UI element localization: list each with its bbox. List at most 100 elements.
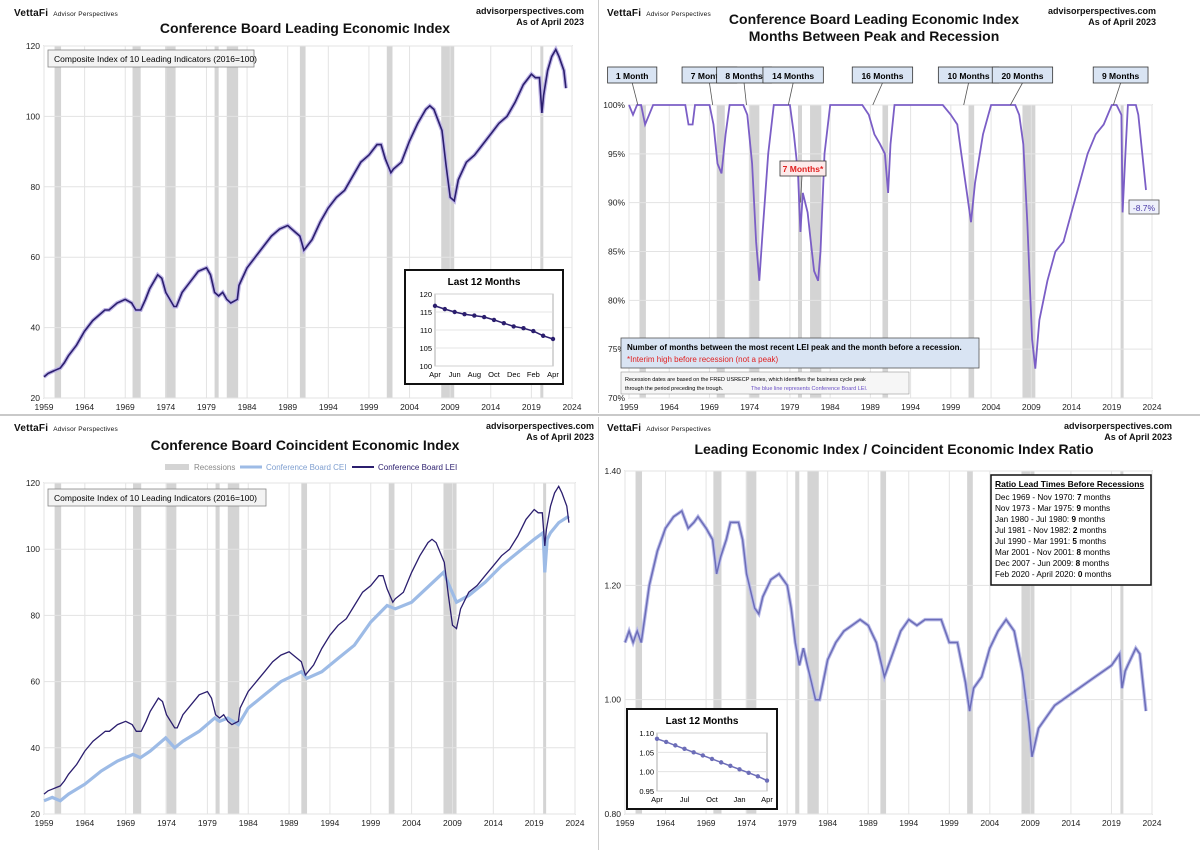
x-tick-label: 1959 xyxy=(616,818,635,828)
cei-line xyxy=(43,514,570,803)
recession-band xyxy=(226,46,239,398)
legend-cei-label: Conference Board CEI xyxy=(266,463,347,472)
x-tick-label: 1989 xyxy=(859,818,878,828)
inset-point xyxy=(700,753,706,758)
recession-band xyxy=(745,471,757,814)
inset-x-tick-label: Dec xyxy=(507,370,521,379)
chart-title: Leading Economic Index / Coincident Econ… xyxy=(694,441,1094,457)
inset-point xyxy=(481,314,487,320)
inset-title: Last 12 Months xyxy=(666,716,739,727)
inset-point xyxy=(550,336,556,342)
inset-point xyxy=(709,756,715,762)
x-tick-label: 2024 xyxy=(1143,402,1162,412)
recession-band xyxy=(795,471,800,814)
peak-label: 20 Months xyxy=(1001,71,1043,81)
recession-band xyxy=(386,46,393,398)
recession-band xyxy=(299,46,306,398)
recession-band xyxy=(165,46,176,398)
inset-point xyxy=(673,743,678,748)
x-tick-label: 2019 xyxy=(1102,402,1121,412)
recession-band xyxy=(132,46,141,398)
inset-x-tick-label: Jun xyxy=(449,370,461,379)
inset-point xyxy=(472,313,477,318)
peak-label-pointer xyxy=(872,82,883,106)
recession-band xyxy=(967,471,973,814)
inset-x-tick-label: Jan xyxy=(733,795,745,804)
site-info: advisorperspectives.com As of April 2023 xyxy=(485,421,594,442)
index-label: Composite Index of 10 Leading Indicators… xyxy=(54,493,257,503)
inset-point xyxy=(746,770,751,776)
y-tick-label: 40 xyxy=(31,743,41,753)
panel-peak-recession: VettaFi Advisor Perspectives advisorpersp… xyxy=(598,0,1200,413)
recession-band xyxy=(54,483,62,814)
x-tick-label: 1989 xyxy=(280,818,299,828)
end-label: -8.7% xyxy=(1133,203,1156,213)
leadtime-row: Feb 2020 - April 2020: 0 months xyxy=(995,570,1112,579)
x-tick-label: 1959 xyxy=(35,402,54,412)
peak-label: 1 Month xyxy=(616,71,649,81)
recession-band xyxy=(215,483,220,814)
y-tick-label: 100 xyxy=(26,111,40,121)
inset-y-tick-label: 120 xyxy=(419,290,432,299)
inset-point xyxy=(442,306,448,312)
x-tick-label: 1994 xyxy=(319,402,338,412)
inset-x-tick-label: Apr xyxy=(761,795,773,804)
inset-point xyxy=(501,320,507,326)
y-tick-label: 75% xyxy=(608,344,625,354)
panel-lei: VettaFi Advisor Perspectives advisorpersp… xyxy=(0,0,600,413)
y-tick-label: 100 xyxy=(26,544,40,554)
brand-logo: VettaFi Advisor Perspectives xyxy=(14,423,118,434)
legend-recession-swatch xyxy=(165,464,189,470)
y-tick-label: 80 xyxy=(31,610,41,620)
index-label-box xyxy=(47,488,267,507)
peak-label-box xyxy=(851,66,914,84)
peak-label-box xyxy=(1092,66,1149,84)
y-tick-label: 1.40 xyxy=(604,466,621,476)
x-tick-label: 2004 xyxy=(980,818,999,828)
x-tick-label: 1964 xyxy=(660,402,679,412)
source-note: The blue line represents Conference Boar… xyxy=(751,386,868,392)
peak-label: 7 Months xyxy=(691,71,729,81)
recession-band xyxy=(807,471,819,814)
x-tick-label: 2009 xyxy=(441,402,460,412)
recession-band xyxy=(388,483,395,814)
y-tick-label: 1.00 xyxy=(604,695,621,705)
leadtime-row: Nov 1973 - Mar 1975: 9 months xyxy=(995,504,1110,513)
note-box xyxy=(620,337,980,369)
recession-band xyxy=(1120,471,1124,814)
x-tick-label: 1989 xyxy=(861,402,880,412)
x-tick-label: 2014 xyxy=(484,818,503,828)
end-label-box xyxy=(1128,199,1160,215)
recession-band xyxy=(214,46,219,398)
x-tick-label: 1979 xyxy=(198,818,217,828)
inset-point xyxy=(491,317,497,323)
recession-band xyxy=(54,46,62,398)
peak-label-box xyxy=(762,66,824,84)
y-tick-label: 0.80 xyxy=(604,809,621,819)
chart-title: Conference Board Coincident Economic Ind… xyxy=(150,437,460,453)
peak-label-pointer xyxy=(743,82,747,106)
x-tick-label: 1959 xyxy=(35,818,54,828)
x-tick-label: 1964 xyxy=(75,402,94,412)
x-tick-label: 1974 xyxy=(740,402,759,412)
peak-label-pointer xyxy=(787,82,794,106)
x-tick-label: 2024 xyxy=(563,402,582,412)
note-line: Number of months between the most recent… xyxy=(627,343,962,352)
legend-recession-label: Recessions xyxy=(194,463,235,472)
inset-point xyxy=(462,311,467,317)
inset-x-tick-label: Oct xyxy=(706,795,719,804)
brand-logo: VettaFi Advisor Perspectives xyxy=(607,423,711,434)
inset-x-tick-label: Apr xyxy=(429,370,441,379)
cei-chart-svg: 1959 1964 1969 1974 1979 1984 1989 1994 1999 2004… xyxy=(26,463,585,828)
x-tick-label: 1974 xyxy=(156,402,175,412)
recession-band xyxy=(713,471,722,814)
x-tick-label: 1999 xyxy=(359,402,378,412)
x-tick-label: 2014 xyxy=(1062,402,1081,412)
x-tick-label: 1994 xyxy=(899,818,918,828)
inset-point xyxy=(682,746,687,752)
panel-cei: VettaFi Advisor Perspectives advisorpersp… xyxy=(0,417,600,850)
x-tick-label: 1974 xyxy=(157,818,176,828)
recession-band xyxy=(443,483,457,814)
inset-point xyxy=(654,736,660,741)
legend-lei-label: Conference Board LEI xyxy=(378,463,457,472)
